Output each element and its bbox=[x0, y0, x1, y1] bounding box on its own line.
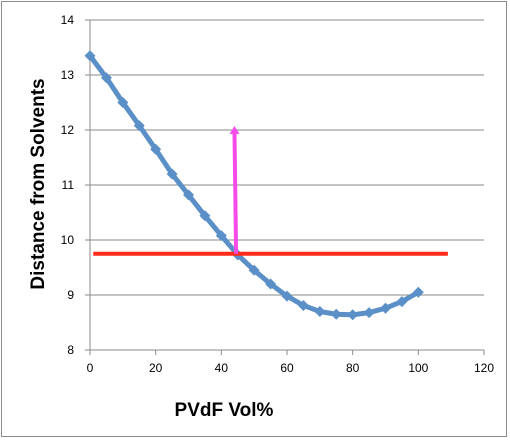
y-tick-label-11: 11 bbox=[62, 178, 75, 192]
series-0-point-19 bbox=[396, 296, 408, 308]
series-0-point-2 bbox=[117, 97, 129, 108]
y-tick-label-8: 8 bbox=[67, 343, 74, 357]
y-axis-title: Distance from Solvents bbox=[28, 78, 49, 289]
y-tick-label-13: 13 bbox=[61, 68, 75, 82]
x-tick-label-100: 100 bbox=[408, 361, 428, 375]
series-0-point-16 bbox=[347, 309, 359, 321]
series-0-point-12 bbox=[281, 290, 293, 302]
x-tick-label-120: 120 bbox=[474, 361, 494, 375]
series-0-point-11 bbox=[265, 278, 277, 290]
horizontal-gridlines bbox=[90, 19, 484, 351]
x-tick-label-20: 20 bbox=[149, 361, 163, 375]
y-tick-label-9: 9 bbox=[67, 288, 74, 302]
series-0-point-4 bbox=[150, 143, 162, 155]
series-0-point-10 bbox=[248, 264, 260, 276]
series-0-point-17 bbox=[363, 307, 375, 319]
axes bbox=[85, 19, 485, 355]
series-0-point-15 bbox=[330, 308, 342, 320]
series-0-point-5 bbox=[166, 168, 178, 180]
series-0-point-20 bbox=[412, 286, 424, 298]
pink-arrow bbox=[229, 126, 240, 254]
series-0-point-3 bbox=[133, 120, 145, 132]
series-0-point-0 bbox=[84, 50, 96, 62]
y-tick-label-12: 12 bbox=[61, 123, 75, 137]
y-tick-label-14: 14 bbox=[61, 13, 75, 27]
series-0-point-8 bbox=[215, 230, 227, 242]
x-axis-title: PVdF Vol% bbox=[175, 400, 274, 421]
y-tick-label-10: 10 bbox=[61, 233, 75, 247]
x-tick-label-60: 60 bbox=[280, 361, 294, 375]
x-tick-label-0: 0 bbox=[87, 361, 94, 375]
annotations bbox=[93, 126, 448, 256]
x-tick-label-80: 80 bbox=[346, 361, 360, 375]
series-0-point-14 bbox=[314, 306, 326, 317]
series-0-point-18 bbox=[380, 302, 391, 314]
x-tick-label-40: 40 bbox=[215, 361, 229, 375]
x-axis-tick-labels: 0 20 40 60 80 100 120 bbox=[87, 361, 495, 375]
pvdf-distance-chart: 0 20 40 60 80 100 120 8 9 10 11 12 13 14 PVdF Vol% D… bbox=[28, 13, 495, 421]
series-0-point-6 bbox=[183, 189, 194, 201]
chart-frame: 0 20 40 60 80 100 120 8 9 10 11 12 13 14 PVdF Vol% D… bbox=[1, 1, 507, 437]
series-0-point-13 bbox=[297, 299, 309, 311]
series-0-point-7 bbox=[199, 210, 211, 222]
y-axis-tick-labels: 8 9 10 11 12 13 14 bbox=[61, 13, 75, 357]
series-0-point-1 bbox=[100, 72, 112, 84]
